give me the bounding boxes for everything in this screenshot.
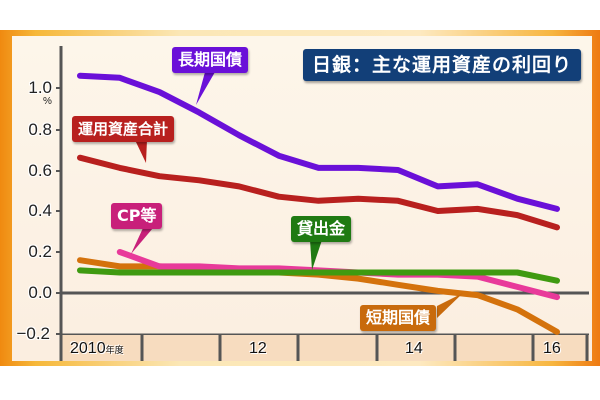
callout-long-jgb: 長期国債 bbox=[172, 47, 249, 73]
callout-total: 運用資産合計 bbox=[72, 116, 175, 142]
y-unit-label: % bbox=[43, 96, 52, 107]
callout-cp: CP等 bbox=[111, 203, 163, 229]
y-tick-label: 0.2 bbox=[28, 242, 52, 261]
y-tick-label: 0.6 bbox=[28, 161, 52, 180]
callout-short-jgb: 短期国債 bbox=[360, 305, 437, 331]
x-label-suffix: 年度 bbox=[105, 345, 124, 355]
x-axis-band bbox=[61, 335, 589, 361]
y-tick-label: 0.4 bbox=[28, 201, 52, 220]
x-label-year: 2010 bbox=[70, 340, 106, 357]
series-line-total bbox=[77, 154, 560, 231]
series-line-loans bbox=[77, 267, 560, 284]
y-tick-label: 0.8 bbox=[28, 120, 52, 139]
chart-title: 日銀：主な運用資産の利回り bbox=[303, 49, 581, 81]
y-tick-label: 0.0 bbox=[28, 283, 52, 302]
callout-loans: 貸出金 bbox=[291, 216, 352, 242]
x-tick-label-14: 14 bbox=[405, 340, 423, 357]
series-line-long-jgb bbox=[77, 72, 560, 212]
x-tick-label-12: 12 bbox=[249, 340, 267, 357]
y-ticks bbox=[56, 87, 61, 335]
series-layer bbox=[77, 72, 560, 335]
y-tick-label: −0.2 bbox=[16, 324, 50, 343]
x-tick-label-16: 16 bbox=[543, 340, 561, 357]
y-tick-label: 1.0 bbox=[28, 78, 52, 97]
x-tick-label-2010: 2010年度 bbox=[70, 340, 124, 358]
